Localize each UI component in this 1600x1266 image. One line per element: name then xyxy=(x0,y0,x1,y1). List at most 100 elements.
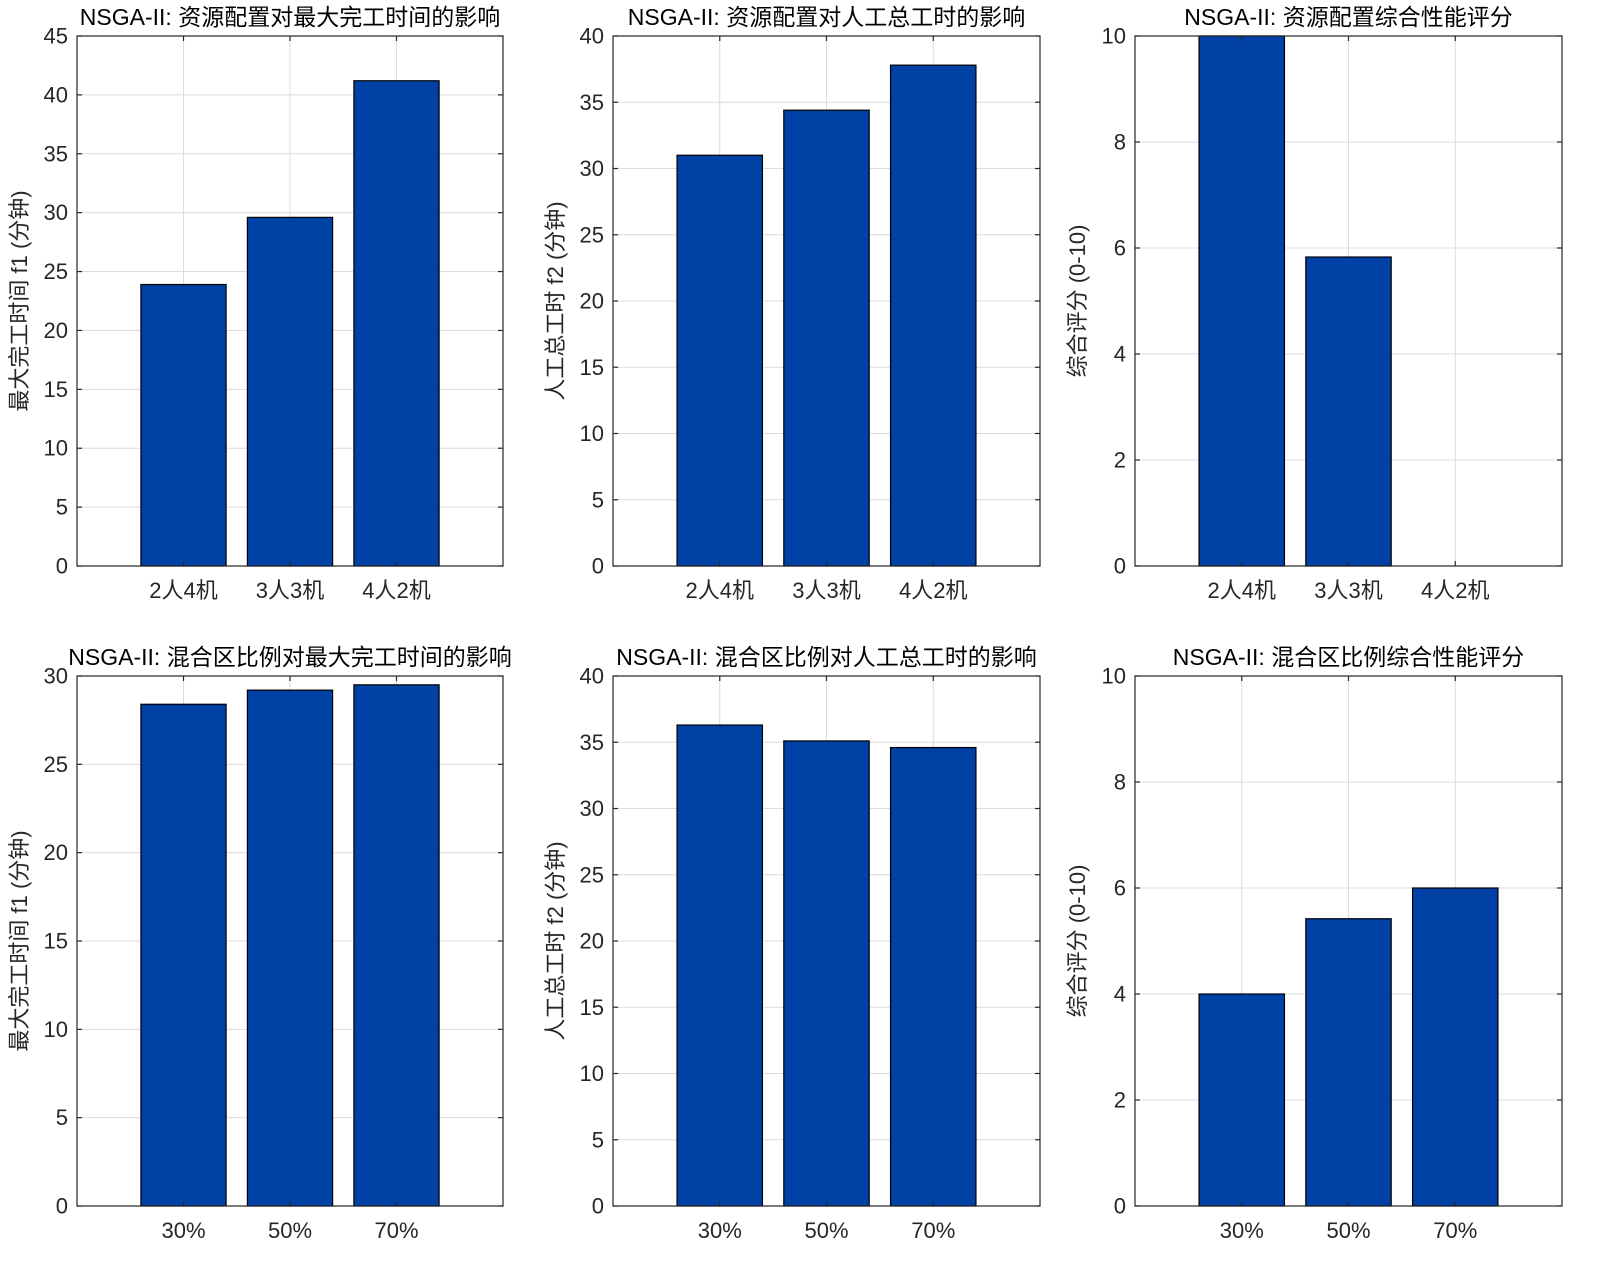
y-tick-label: 6 xyxy=(1114,236,1126,261)
x-tick-label: 3人3机 xyxy=(1314,578,1382,603)
bar-3人3机 xyxy=(1305,256,1392,567)
x-tick-label: 4人2机 xyxy=(1421,578,1489,603)
y-axis-label: 综合评分 (0-10) xyxy=(1065,225,1090,378)
bar-30% xyxy=(140,703,227,1207)
y-tick-label: 8 xyxy=(1114,770,1126,795)
bar-4人2机 xyxy=(353,80,440,567)
y-tick-label: 10 xyxy=(44,1017,68,1042)
y-tick-label: 4 xyxy=(1114,342,1126,367)
chart-panel-1: 0 5 10 15 20 25 30 35 40 45 2人4机 3人3机 4人2机 NSGA-II: 资… xyxy=(7,4,504,603)
y-tick-label: 45 xyxy=(44,24,68,49)
bar-2人4机 xyxy=(140,283,227,567)
x-tick-label: 30% xyxy=(161,1218,205,1243)
y-tick-label: 0 xyxy=(592,1194,604,1219)
y-tick-label: 30 xyxy=(44,664,68,689)
chart-panel-5: 0 5 10 15 20 25 30 35 40 30% 50% 70% NSGA-II: 混合区比例对… xyxy=(543,644,1041,1243)
x-tick-label: 50% xyxy=(268,1218,312,1243)
y-tick-label: 40 xyxy=(44,82,68,107)
y-tick-label: 25 xyxy=(580,222,604,247)
chart-title: NSGA-II: 资源配置对人工总工时的影响 xyxy=(628,4,1025,30)
y-tick-label: 40 xyxy=(580,24,604,49)
y-axis-label: 综合评分 (0-10) xyxy=(1065,865,1090,1018)
x-tick-label: 30% xyxy=(1220,1218,1264,1243)
y-tick-label: 0 xyxy=(56,1194,68,1219)
y-tick-label: 20 xyxy=(580,929,604,954)
x-tick-label: 3人3机 xyxy=(792,578,860,603)
y-tick-label: 5 xyxy=(56,495,68,520)
x-tick-label: 30% xyxy=(698,1218,742,1243)
bar-70% xyxy=(1411,887,1499,1207)
y-tick-label: 15 xyxy=(44,377,68,402)
chart-title: NSGA-II: 混合区比例综合性能评分 xyxy=(1173,644,1524,670)
y-tick-label: 20 xyxy=(44,840,68,865)
bar-50% xyxy=(783,740,870,1207)
y-tick-label: 8 xyxy=(1114,130,1126,155)
y-tick-label: 0 xyxy=(56,554,68,579)
x-tick-label: 2人4机 xyxy=(1208,578,1276,603)
y-tick-label: 0 xyxy=(592,554,604,579)
bar-30% xyxy=(1198,993,1286,1207)
y-tick-label: 5 xyxy=(592,1127,604,1152)
x-tick-label: 4人2机 xyxy=(362,578,430,603)
y-tick-label: 25 xyxy=(580,862,604,887)
y-tick-label: 40 xyxy=(580,664,604,689)
x-tick-label: 3人3机 xyxy=(256,578,324,603)
x-tick-label: 50% xyxy=(1326,1218,1370,1243)
chart-title: NSGA-II: 资源配置对最大完工时间的影响 xyxy=(80,4,500,30)
bar-3人3机 xyxy=(783,109,870,567)
y-tick-label: 10 xyxy=(44,436,68,461)
x-tick-label: 4人2机 xyxy=(899,578,967,603)
y-tick-label: 20 xyxy=(44,318,68,343)
y-tick-label: 2 xyxy=(1114,1088,1126,1113)
x-tick-label: 70% xyxy=(911,1218,955,1243)
bar-30% xyxy=(676,724,764,1207)
bar-2人4机 xyxy=(676,154,764,567)
y-tick-label: 30 xyxy=(580,156,604,181)
bar-2人4机 xyxy=(1198,35,1286,567)
chart-title: NSGA-II: 资源配置综合性能评分 xyxy=(1184,4,1512,30)
bar-50% xyxy=(1305,918,1392,1207)
bar-50% xyxy=(246,689,334,1207)
chart-title: NSGA-II: 混合区比例对最大完工时间的影响 xyxy=(68,644,511,670)
y-axis-label: 人工总工时 f2 (分钟) xyxy=(543,201,568,400)
chart-panel-2: 0 5 10 15 20 25 30 35 40 2人4机 3人3机 4人2机 NSGA-II: 资源配… xyxy=(543,4,1041,603)
x-tick-label: 2人4机 xyxy=(149,578,217,603)
y-tick-label: 0 xyxy=(1114,1194,1126,1219)
y-tick-label: 30 xyxy=(580,796,604,821)
x-tick-label: 2人4机 xyxy=(686,578,754,603)
x-tick-label: 70% xyxy=(374,1218,418,1243)
y-tick-label: 25 xyxy=(44,259,68,284)
y-tick-label: 2 xyxy=(1114,448,1126,473)
y-tick-label: 5 xyxy=(56,1105,68,1130)
y-tick-label: 30 xyxy=(44,200,68,225)
bar-3人3机 xyxy=(246,216,334,567)
y-tick-label: 10 xyxy=(1102,664,1126,689)
bar-4人2机 xyxy=(889,64,977,567)
x-tick-label: 50% xyxy=(804,1218,848,1243)
y-tick-label: 6 xyxy=(1114,876,1126,901)
y-tick-label: 35 xyxy=(580,730,604,755)
chart-panel-6: 0 2 4 6 8 10 30% 50% 70% NSGA-II: 混合区比例综合性能评分综合评分… xyxy=(1065,644,1563,1243)
y-tick-label: 35 xyxy=(580,90,604,115)
y-axis-label: 最大完工时间 f1 (分钟) xyxy=(7,190,32,411)
bar-70% xyxy=(353,684,440,1207)
y-tick-label: 15 xyxy=(580,355,604,380)
chart-panel-3: 0 2 4 6 8 10 2人4机 3人3机 4人2机 NSGA-II: 资源配置综合性能评分综合… xyxy=(1065,4,1563,603)
y-tick-label: 0 xyxy=(1114,554,1126,579)
bar-70% xyxy=(889,746,977,1207)
y-tick-label: 10 xyxy=(580,1061,604,1086)
y-axis-label: 人工总工时 f2 (分钟) xyxy=(543,841,568,1040)
chart-panel-4: 0 5 10 15 20 25 30 30% 50% 70% NSGA-II: 混合区比例对最大完工… xyxy=(7,644,512,1243)
y-tick-label: 15 xyxy=(44,929,68,954)
x-tick-label: 70% xyxy=(1433,1218,1477,1243)
y-tick-label: 10 xyxy=(1102,24,1126,49)
y-tick-label: 15 xyxy=(580,995,604,1020)
y-tick-label: 5 xyxy=(592,487,604,512)
y-tick-label: 25 xyxy=(44,752,68,777)
y-axis-label: 最大完工时间 f1 (分钟) xyxy=(7,830,32,1051)
y-tick-label: 10 xyxy=(580,421,604,446)
chart-title: NSGA-II: 混合区比例对人工总工时的影响 xyxy=(616,644,1036,670)
y-tick-label: 4 xyxy=(1114,982,1126,1007)
y-tick-label: 35 xyxy=(44,141,68,166)
